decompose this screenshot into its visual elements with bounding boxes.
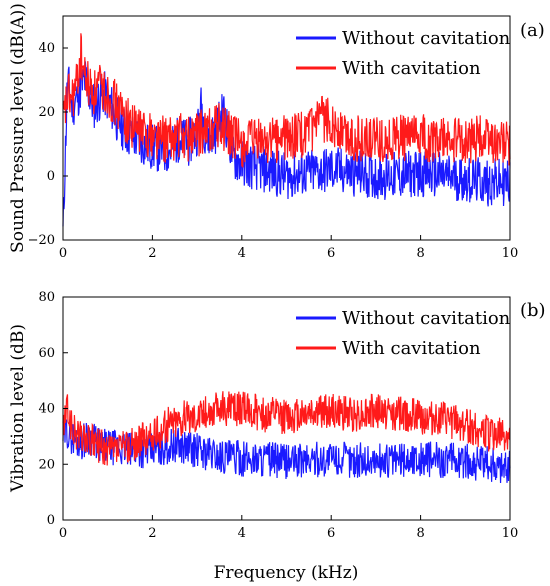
panel-a-ticks: 0 2 4 6 8 10 −20 0 20 40 — [28, 41, 519, 261]
panel-b-ytick-label: 0 — [47, 513, 55, 528]
panel-a-ylabel: Sound Pressure level (dB(A)) — [8, 3, 28, 253]
panel-a-label: (a) — [520, 20, 545, 41]
panel-a-ytick-label: 0 — [47, 169, 55, 184]
panel-b-ytick-label: 20 — [38, 457, 55, 472]
panel-a-ytick-label: −20 — [28, 233, 55, 248]
panel-a-plot-frame — [62, 15, 511, 241]
panel-b-ytick-label: 80 — [38, 290, 55, 305]
panel-b-series-without-cavitation — [62, 416, 511, 484]
panel-a-xtick-label: 8 — [416, 246, 424, 261]
panel-a-xtick-label: 0 — [59, 246, 67, 261]
panel-b-ytick-label: 40 — [38, 402, 55, 417]
panel-a-ytick-label: 20 — [38, 105, 55, 120]
panel-b-legend-without: Without cavitation — [342, 308, 511, 329]
panel-a-xtick-label: 6 — [327, 246, 335, 261]
panel-b-noise-lines — [62, 391, 511, 484]
panel-a-series-with-cavitation — [62, 33, 511, 168]
panel-b-xtick-label: 8 — [416, 526, 424, 541]
panel-a-xtick-label: 4 — [238, 246, 246, 261]
panel-a-noise-lines — [62, 33, 511, 227]
panel-b-xtick-label: 4 — [238, 526, 246, 541]
panel-b-xtick-label: 6 — [327, 526, 335, 541]
panel-a-xtick-label: 2 — [148, 246, 156, 261]
panel-a-legend-with: With cavitation — [342, 58, 481, 79]
panel-b-legend-with: With cavitation — [342, 338, 481, 359]
panel-b-series-with-cavitation — [62, 391, 511, 466]
panel-b-xtick-label: 0 — [59, 526, 67, 541]
panel-b-xtick-label: 2 — [148, 526, 156, 541]
panel-a: 0 2 4 6 8 10 −20 0 20 40 Sound Pressure level (dB… — [8, 3, 545, 261]
panel-b: 0 2 4 6 8 10 0 20 40 60 80 Vibration level (dB) Fr… — [8, 290, 546, 583]
panel-b-label: (b) — [520, 300, 546, 321]
panel-a-legend-without: Without cavitation — [342, 28, 511, 49]
panel-a-ytick-label: 40 — [38, 41, 55, 56]
panel-b-ytick-label: 60 — [38, 346, 55, 361]
panel-b-xtick-label: 10 — [502, 526, 519, 541]
panel-b-xlabel: Frequency (kHz) — [214, 563, 359, 583]
panel-b-ylabel: Vibration level (dB) — [8, 324, 28, 493]
panel-a-xtick-label: 10 — [502, 246, 519, 261]
panel-b-ticks: 0 2 4 6 8 10 0 20 40 60 80 — [38, 290, 518, 541]
